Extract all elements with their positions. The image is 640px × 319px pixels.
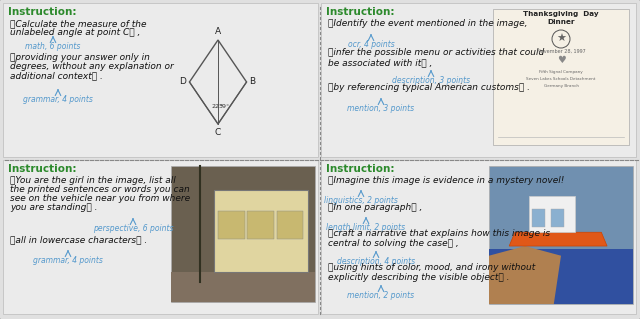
FancyBboxPatch shape <box>276 211 303 240</box>
Text: Instruction:: Instruction: <box>8 164 77 174</box>
Text: be associated with it」 ,: be associated with it」 , <box>328 58 433 67</box>
Text: 39°: 39° <box>219 104 230 109</box>
FancyBboxPatch shape <box>532 209 545 227</box>
FancyBboxPatch shape <box>218 211 245 240</box>
Text: Dinner: Dinner <box>547 19 575 25</box>
Polygon shape <box>489 246 561 304</box>
Text: description, 3 points: description, 3 points <box>392 76 470 85</box>
Text: Seven Lakes Schools Detachment: Seven Lakes Schools Detachment <box>526 77 596 81</box>
Text: 「In one paragraph」 ,: 「In one paragraph」 , <box>328 203 422 212</box>
Text: November 28, 1997: November 28, 1997 <box>536 49 586 54</box>
FancyBboxPatch shape <box>551 209 564 227</box>
Text: 「infer the possible menu or activities that could: 「infer the possible menu or activities t… <box>328 48 544 57</box>
Text: B: B <box>250 78 256 86</box>
FancyBboxPatch shape <box>489 249 633 304</box>
Text: the printed sentences or words you can: the printed sentences or words you can <box>10 185 189 194</box>
Text: Instruction:: Instruction: <box>326 7 394 17</box>
Text: D: D <box>180 78 186 86</box>
Text: Thanksgiving  Day: Thanksgiving Day <box>523 11 599 17</box>
Text: perspective, 6 points: perspective, 6 points <box>93 224 173 233</box>
Text: additional context」 .: additional context」 . <box>10 71 103 80</box>
Text: 「Identify the event mentioned in the image,: 「Identify the event mentioned in the ima… <box>328 19 527 28</box>
Text: 22°: 22° <box>212 104 223 109</box>
FancyBboxPatch shape <box>171 272 315 302</box>
Text: 「You are the girl in the image, list all: 「You are the girl in the image, list all <box>10 176 176 185</box>
Text: you are standing」 .: you are standing」 . <box>10 203 97 212</box>
FancyBboxPatch shape <box>171 166 315 302</box>
FancyBboxPatch shape <box>321 160 636 314</box>
Text: Fifth Signal Company: Fifth Signal Company <box>539 70 583 74</box>
FancyBboxPatch shape <box>248 211 274 240</box>
Polygon shape <box>509 232 607 246</box>
Text: ocr, 4 points: ocr, 4 points <box>348 40 394 49</box>
FancyBboxPatch shape <box>3 3 318 157</box>
Text: description, 4 points: description, 4 points <box>337 257 415 266</box>
FancyBboxPatch shape <box>3 160 318 314</box>
Text: grammar, 4 points: grammar, 4 points <box>33 256 103 265</box>
Text: central to solving the case」 ,: central to solving the case」 , <box>328 239 459 248</box>
Text: see on the vehicle near you from where: see on the vehicle near you from where <box>10 194 190 203</box>
Text: grammar, 4 points: grammar, 4 points <box>23 95 93 104</box>
Text: 「by referencing typical American customs」 .: 「by referencing typical American customs… <box>328 83 530 92</box>
Text: 「Imagine this image is evidence in a mystery novel!: 「Imagine this image is evidence in a mys… <box>328 176 564 185</box>
Text: A: A <box>215 27 221 36</box>
Text: Instruction:: Instruction: <box>8 7 77 17</box>
Text: math, 6 points: math, 6 points <box>26 42 81 51</box>
Text: mention, 2 points: mention, 2 points <box>348 291 415 300</box>
Text: C: C <box>215 128 221 137</box>
FancyBboxPatch shape <box>529 197 575 232</box>
Text: degrees, without any explanation or: degrees, without any explanation or <box>10 62 173 71</box>
FancyBboxPatch shape <box>214 190 308 272</box>
Text: ♥: ♥ <box>557 55 565 65</box>
FancyBboxPatch shape <box>321 3 636 157</box>
Text: 「Calculate the measure of the: 「Calculate the measure of the <box>10 19 147 28</box>
Text: 「craft a narrative that explains how this image is: 「craft a narrative that explains how thi… <box>328 229 550 238</box>
Text: Germany Branch: Germany Branch <box>543 84 579 88</box>
Text: length limit, 2 points: length limit, 2 points <box>326 223 406 232</box>
Text: Instruction:: Instruction: <box>326 164 394 174</box>
Text: ★: ★ <box>556 34 566 44</box>
Text: 「all in lowercase characters」 .: 「all in lowercase characters」 . <box>10 235 147 244</box>
Text: 「using hints of color, mood, and irony without: 「using hints of color, mood, and irony w… <box>328 263 535 272</box>
Text: mention, 3 points: mention, 3 points <box>348 104 415 113</box>
Text: linguistics, 2 points: linguistics, 2 points <box>324 196 398 205</box>
Text: 「providing your answer only in: 「providing your answer only in <box>10 53 150 62</box>
FancyBboxPatch shape <box>493 9 629 145</box>
Text: explicitly describing the visible object」 .: explicitly describing the visible object… <box>328 273 509 282</box>
Text: unlabeled angle at point C」 ,: unlabeled angle at point C」 , <box>10 28 140 37</box>
FancyBboxPatch shape <box>489 166 633 304</box>
